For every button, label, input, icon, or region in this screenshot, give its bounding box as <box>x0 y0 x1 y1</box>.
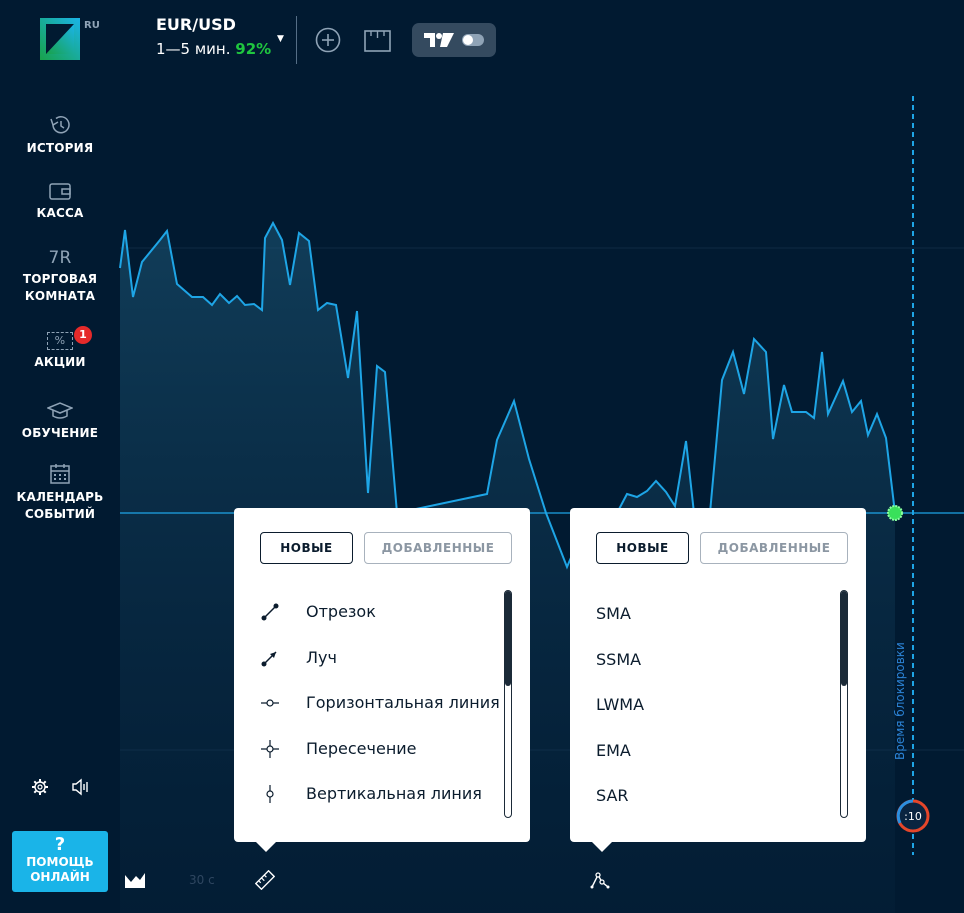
expiry-timer: :10 <box>896 799 930 833</box>
list-item-label: SAR <box>596 786 629 805</box>
list-item-sma[interactable]: SMA <box>596 604 631 623</box>
list-item-label: Горизонтальная линия <box>306 693 500 712</box>
svg-text::10: :10 <box>904 810 922 823</box>
list-item-label: EMA <box>596 741 631 760</box>
sidebar-item-label: КАЛЕНДАРЬ СОБЫТИЙ <box>16 490 104 521</box>
toggle-icon <box>462 34 484 46</box>
list-item-label: LWMA <box>596 695 645 714</box>
asset-payout: 92% <box>235 40 272 58</box>
calendar-icon <box>50 464 70 484</box>
help-online-button[interactable]: ? ПОМОЩЬ ОНЛАЙН <box>12 831 108 892</box>
scrollbar-thumb[interactable] <box>505 591 511 686</box>
list-item-label: Луч <box>306 648 337 667</box>
list-item-sar[interactable]: SAR <box>596 786 629 805</box>
sidebar-item-cashier[interactable]: КАССА <box>0 181 120 222</box>
horizontal-line-icon <box>261 699 279 707</box>
drawing-tools-icon[interactable] <box>255 870 275 890</box>
sidebar-item-calendar[interactable]: КАЛЕНДАРЬ СОБЫТИЙ <box>0 463 120 523</box>
area-chart-icon[interactable] <box>124 871 146 889</box>
tab-new[interactable]: НОВЫЕ <box>260 532 353 564</box>
asset-selector[interactable]: EUR/USD 1—5 мин. 92% <box>156 15 271 58</box>
price-line <box>119 220 896 570</box>
sidebar-item-education[interactable]: ОБУЧЕНИЕ <box>0 401 120 442</box>
list-item-label: SSMA <box>596 650 642 669</box>
tradingview-icon <box>424 33 454 47</box>
top-bar: RU EUR/USD 1—5 мин. 92% ▼ <box>0 0 964 90</box>
add-icon[interactable] <box>315 27 341 53</box>
trading-room-icon: 7R <box>48 248 72 268</box>
gear-icon[interactable] <box>31 778 49 796</box>
list-item-lwma[interactable]: LWMA <box>596 695 644 714</box>
sidebar-item-label: АКЦИИ <box>34 355 86 369</box>
graduation-icon <box>47 402 73 419</box>
vertical-line-icon <box>266 785 274 803</box>
scrollbar[interactable] <box>840 590 848 818</box>
wallet-icon <box>49 183 71 200</box>
promo-icon: % <box>47 332 73 350</box>
sidebar-item-label: ИСТОРИЯ <box>26 141 94 155</box>
list-item-label: Вертикальная линия <box>306 784 482 803</box>
tab-added[interactable]: ДОБАВЛЕННЫЕ <box>364 532 512 564</box>
tab-added[interactable]: ДОБАВЛЕННЫЕ <box>700 532 848 564</box>
indicators-icon[interactable] <box>590 870 610 890</box>
tradingview-toggle[interactable] <box>412 23 496 57</box>
list-item-label: SMA <box>596 604 631 623</box>
help-label: ПОМОЩЬ ОНЛАЙН <box>26 855 94 884</box>
list-item-ssma[interactable]: SSMA <box>596 650 641 669</box>
chevron-down-icon[interactable]: ▼ <box>277 34 284 44</box>
locale-badge: RU <box>84 20 100 31</box>
tab-new[interactable]: НОВЫЕ <box>596 532 689 564</box>
sidebar-item-history[interactable]: ИСТОРИЯ <box>0 114 120 157</box>
logo <box>40 18 80 60</box>
scrollbar[interactable] <box>504 590 512 818</box>
ruler-icon[interactable] <box>364 30 391 52</box>
notification-badge: 1 <box>74 326 92 344</box>
history-icon <box>50 116 70 134</box>
lock-time-label: Время блокировки <box>893 642 907 760</box>
divider <box>296 16 297 64</box>
list-item-label: Пересечение <box>306 739 417 758</box>
drawing-tools-popup: НОВЫЕ ДОБАВЛЕННЫЕ Отрезок Луч Горизонтал… <box>234 508 530 852</box>
timeframe-label[interactable]: 30 с <box>189 873 215 887</box>
ray-icon <box>261 651 277 667</box>
asset-timeframe: 1—5 мин. <box>156 40 231 58</box>
scrollbar-thumb[interactable] <box>841 591 847 686</box>
asset-info: 1—5 мин. 92% <box>156 40 271 58</box>
sidebar-item-label: ТОРГОВАЯ КОМНАТА <box>22 272 98 303</box>
sidebar-item-promotions[interactable]: % 1 АКЦИИ <box>0 326 120 371</box>
indicators-popup: НОВЫЕ ДОБАВЛЕННЫЕ SMA SSMA LWMA EMA SAR <box>570 508 866 852</box>
sound-icon[interactable] <box>71 778 91 796</box>
list-item-ema[interactable]: EMA <box>596 741 631 760</box>
promo-glyph: % <box>54 334 66 347</box>
current-price-point <box>887 505 903 521</box>
question-icon: ? <box>54 834 66 855</box>
sidebar-item-label: ОБУЧЕНИЕ <box>21 426 99 440</box>
crosshair-icon <box>261 740 279 758</box>
segment-icon <box>261 603 279 621</box>
sidebar-item-label: КАССА <box>36 206 84 220</box>
list-item-label: Отрезок <box>306 602 376 621</box>
sidebar-item-trading-room[interactable]: 7R ТОРГОВАЯ КОМНАТА <box>0 249 120 305</box>
asset-name: EUR/USD <box>156 15 236 34</box>
